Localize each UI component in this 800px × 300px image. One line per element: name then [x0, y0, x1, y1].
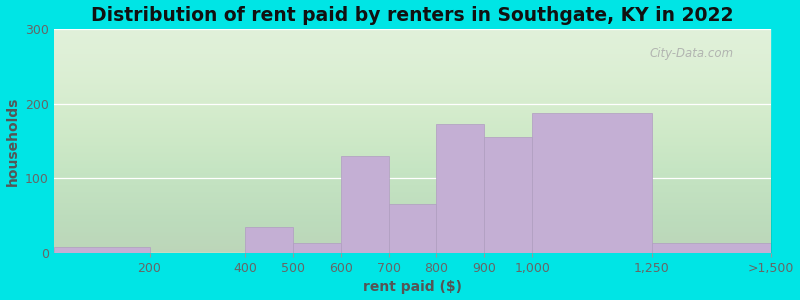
- Bar: [389, 204, 437, 253]
- X-axis label: rent paid ($): rent paid ($): [363, 280, 462, 294]
- Bar: [652, 243, 771, 253]
- Bar: [341, 156, 389, 253]
- Bar: [484, 137, 532, 253]
- Bar: [54, 247, 150, 253]
- Text: City-Data.com: City-Data.com: [650, 47, 734, 60]
- Y-axis label: households: households: [6, 96, 19, 186]
- Bar: [437, 124, 484, 253]
- Bar: [293, 243, 341, 253]
- Bar: [245, 227, 293, 253]
- Bar: [532, 112, 652, 253]
- Title: Distribution of rent paid by renters in Southgate, KY in 2022: Distribution of rent paid by renters in …: [91, 6, 734, 25]
